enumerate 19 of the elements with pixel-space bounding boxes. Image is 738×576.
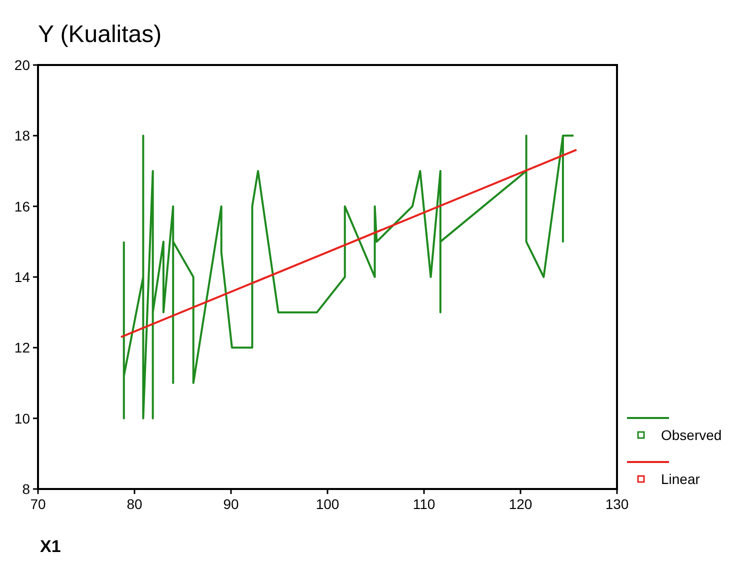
y-tick-label: 16 (14, 198, 30, 214)
y-tick-label: 20 (14, 57, 30, 73)
y-tick-label: 14 (14, 269, 30, 285)
legend-label: Observed (661, 427, 722, 443)
y-tick-label: 12 (14, 340, 30, 356)
y-tick-label: 10 (14, 410, 30, 426)
x-tick-label: 110 (412, 496, 436, 512)
x-tick-label: 70 (30, 496, 46, 512)
x-tick-label: 80 (126, 496, 142, 512)
x-tick-label: 100 (316, 496, 340, 512)
y-tick-label: 18 (14, 128, 30, 144)
x-tick-label: 120 (508, 496, 532, 512)
chart-title: Y (Kualitas) (38, 21, 162, 48)
x-tick-label: 90 (223, 496, 239, 512)
x-tick-label: 130 (605, 496, 629, 512)
y-tick-label: 8 (22, 481, 30, 497)
legend-label: Linear (661, 471, 700, 487)
x-axis-title: X1 (40, 537, 61, 556)
line-series (122, 134, 575, 420)
